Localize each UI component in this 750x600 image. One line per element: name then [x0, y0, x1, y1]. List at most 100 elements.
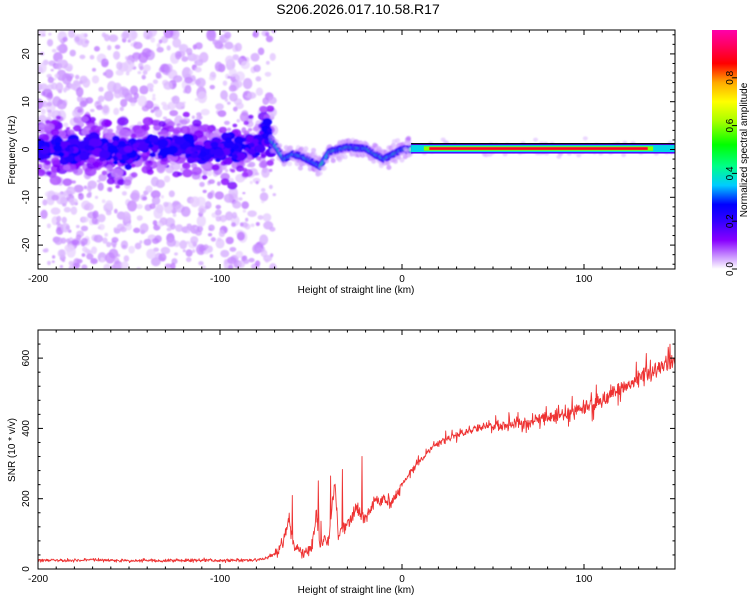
- spectrogram-cell: [190, 152, 198, 159]
- spectrogram-cell: [112, 82, 122, 94]
- spectrogram-cell: [152, 93, 156, 98]
- spectrogram-cell: [56, 215, 62, 223]
- spectrogram-cell: [104, 232, 109, 237]
- spectrogram-cell: [50, 157, 60, 165]
- spectrogram-x-label: Height of straight line (km): [298, 285, 415, 296]
- spectrogram-cell: [268, 96, 277, 105]
- spectrogram-cell: [186, 47, 193, 56]
- spectrogram-cell: [149, 157, 155, 161]
- spectrogram-cell: [38, 98, 44, 110]
- spectrogram-cell: [153, 124, 162, 131]
- y-tick-label: -10: [21, 190, 32, 205]
- spectrogram-cell: [386, 165, 392, 171]
- spectrogram-cell: [62, 178, 73, 186]
- spectrogram-cell: [74, 36, 80, 43]
- spectrogram-cell: [66, 129, 75, 136]
- spectrogram-ridge: [411, 143, 675, 154]
- spectrogram-cell: [61, 73, 72, 85]
- spectrogram-cell: [246, 91, 257, 99]
- spectrogram-cell: [149, 203, 156, 210]
- spectrogram-cell: [150, 109, 155, 113]
- spectrogram-cell: [164, 263, 172, 269]
- spectrogram-cell: [214, 191, 224, 200]
- spectrogram-cell: [209, 253, 214, 258]
- spectrogram-cell: [220, 249, 230, 258]
- spectrogram-cell: [248, 114, 254, 120]
- spectrogram-cell: [101, 199, 106, 204]
- spectrogram-cell: [211, 74, 215, 78]
- spectrogram-x-ticks: -200 -100 0 100: [28, 30, 676, 285]
- spectrogram-cell: [167, 120, 176, 128]
- spectrogram-cell: [241, 172, 249, 178]
- spectrogram-cell: [158, 253, 167, 262]
- y-tick-label: 600: [21, 349, 32, 366]
- y-tick-label: 400: [21, 420, 32, 437]
- spectrogram-cell: [207, 232, 213, 237]
- spectrogram-cell: [149, 52, 153, 56]
- y-tick-label: 0: [21, 146, 32, 152]
- spectrogram-cell: [113, 107, 120, 116]
- spectrogram-cell: [215, 103, 224, 111]
- spectrogram-cell: [191, 115, 195, 119]
- spectrogram-cell: [533, 137, 539, 142]
- spectrogram-cell: [108, 248, 119, 259]
- spectrogram-cell: [61, 216, 67, 224]
- spectrogram-cell: [371, 158, 377, 164]
- spectrogram-cell: [222, 80, 228, 86]
- spectrogram-cell: [166, 125, 175, 133]
- spectrogram-cell: [143, 30, 153, 40]
- spectrogram-cell: [179, 119, 184, 124]
- x-tick-label: -200: [28, 274, 48, 285]
- spectrogram-cell: [117, 116, 129, 126]
- spectrogram-cell: [155, 71, 162, 79]
- spectrogram-cell: [190, 236, 199, 245]
- spectrogram-cell: [136, 215, 143, 221]
- spectrogram-cell: [166, 237, 177, 247]
- spectrogram-cell: [130, 189, 141, 202]
- snr-line: [38, 343, 675, 564]
- spectrogram-cell: [233, 136, 244, 145]
- spectrogram-cell: [162, 116, 168, 120]
- spectrogram-cell: [204, 201, 212, 209]
- spectrogram-cell: [108, 189, 112, 193]
- spectrogram-cell: [135, 128, 146, 137]
- spectrogram-cell: [130, 172, 138, 178]
- spectrogram-cell: [154, 108, 163, 118]
- spectrogram-cell: [46, 101, 53, 107]
- spectrogram-cell: [103, 90, 114, 102]
- spectrogram-cell: [50, 128, 60, 136]
- spectrogram-cell: [197, 91, 208, 104]
- spectrogram-cell: [91, 246, 98, 255]
- spectrogram-cell: [261, 167, 270, 178]
- spectrogram-cell: [89, 138, 100, 147]
- spectrogram-cell: [185, 256, 192, 263]
- spectrogram-cell: [68, 30, 76, 39]
- spectrogram-cell: [576, 153, 582, 158]
- spectrogram-cell: [51, 194, 59, 201]
- spectrogram-cell: [139, 223, 149, 233]
- spectrogram-cell: [54, 73, 60, 79]
- spectrogram-cell: [150, 176, 160, 187]
- spectrogram-cell: [68, 260, 74, 266]
- spectrogram-cell: [61, 259, 66, 263]
- spectrogram-cell: [259, 192, 269, 202]
- spectrogram-cell: [127, 30, 137, 41]
- spectrogram-cell: [91, 75, 100, 84]
- spectrogram-cell: [228, 84, 237, 92]
- spectrogram-cell: [48, 32, 52, 36]
- spectrogram-cell: [267, 128, 273, 133]
- spectrogram-cell: [260, 200, 265, 204]
- spectrogram-cell: [143, 238, 152, 246]
- spectrogram-cell: [224, 137, 232, 143]
- x-tick-label: -200: [28, 574, 48, 585]
- spectrogram-cell: [161, 101, 167, 106]
- spectrogram-cell: [42, 88, 53, 98]
- spectrogram-cell: [98, 86, 104, 92]
- spectrogram-cell: [103, 263, 111, 269]
- spectrogram-cell: [184, 84, 192, 94]
- spectrogram-cell: [157, 155, 163, 159]
- spectrogram-cell: [287, 161, 293, 167]
- spectrogram-cell: [170, 262, 176, 269]
- spectrogram-cell: [321, 165, 327, 171]
- spectrogram-cell: [146, 83, 154, 90]
